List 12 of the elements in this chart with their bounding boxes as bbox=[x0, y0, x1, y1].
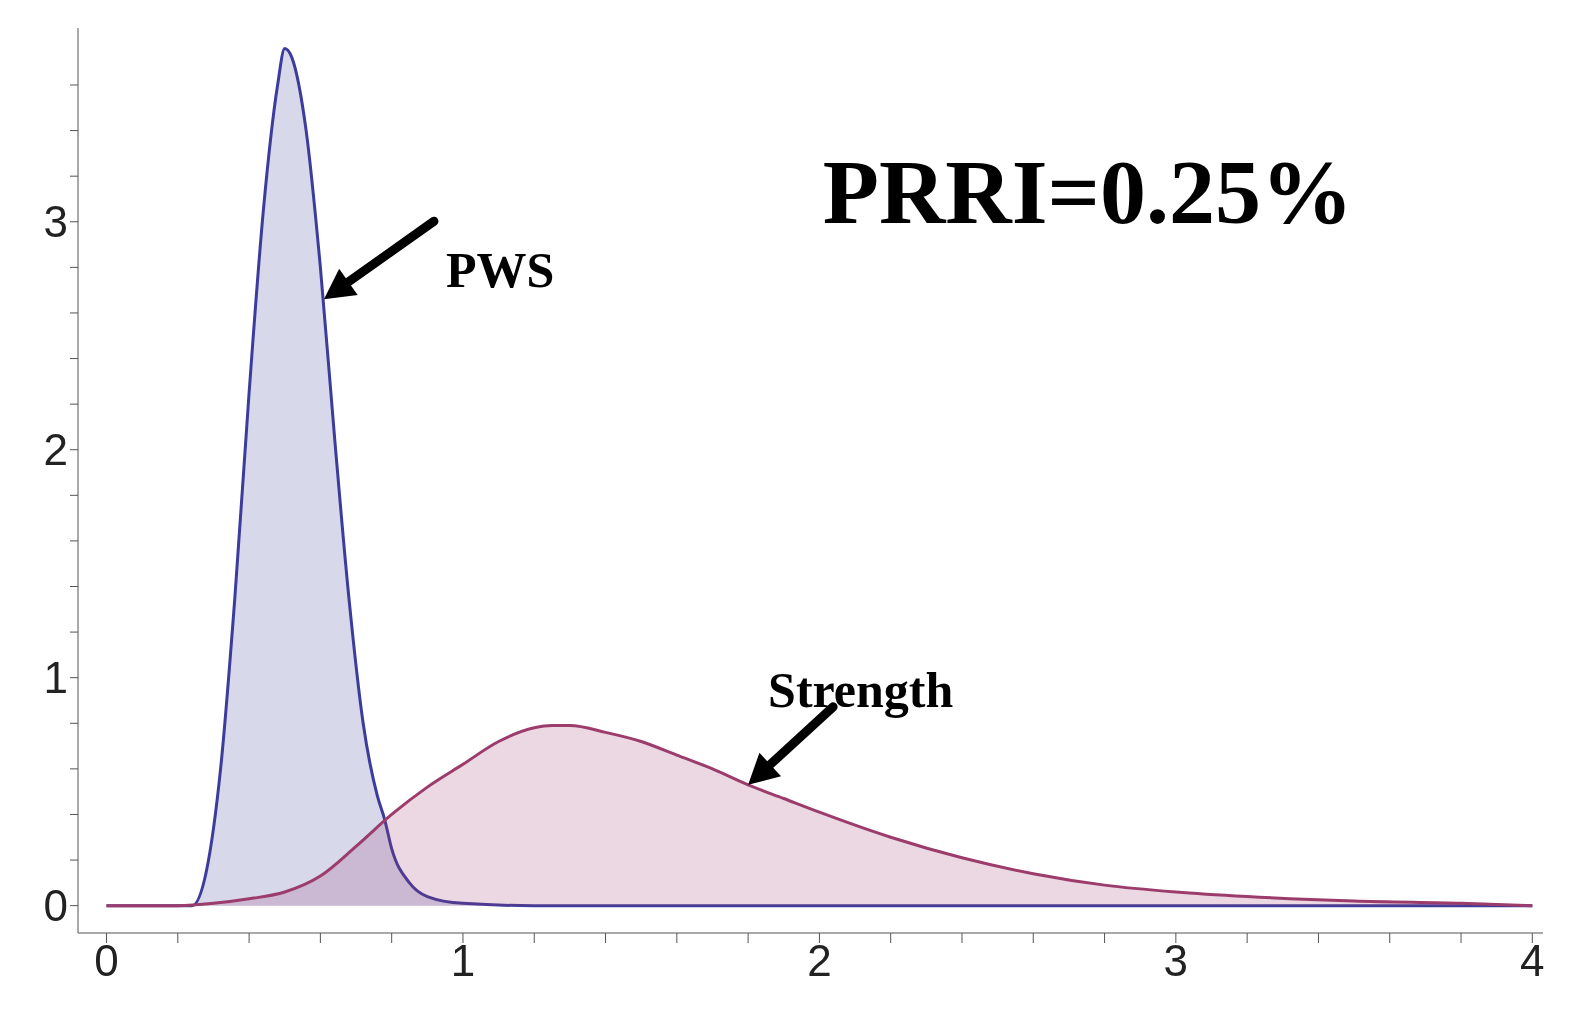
y-tick-label: 2 bbox=[43, 425, 68, 475]
x-tick-label: 2 bbox=[807, 936, 832, 986]
y-tick-label: 0 bbox=[43, 881, 68, 931]
annotation: PRRI=0.25% bbox=[822, 141, 1353, 243]
x-tick-label: 0 bbox=[94, 936, 119, 986]
x-tick-label: 3 bbox=[1163, 936, 1189, 986]
annotation: Strength bbox=[768, 661, 954, 718]
x-tick-label: 1 bbox=[450, 936, 476, 986]
x-tick-label: 4 bbox=[1520, 936, 1545, 986]
y-tick-label: 3 bbox=[43, 197, 68, 247]
y-tick-label: 1 bbox=[43, 653, 68, 703]
annotation: PWS bbox=[445, 242, 555, 299]
